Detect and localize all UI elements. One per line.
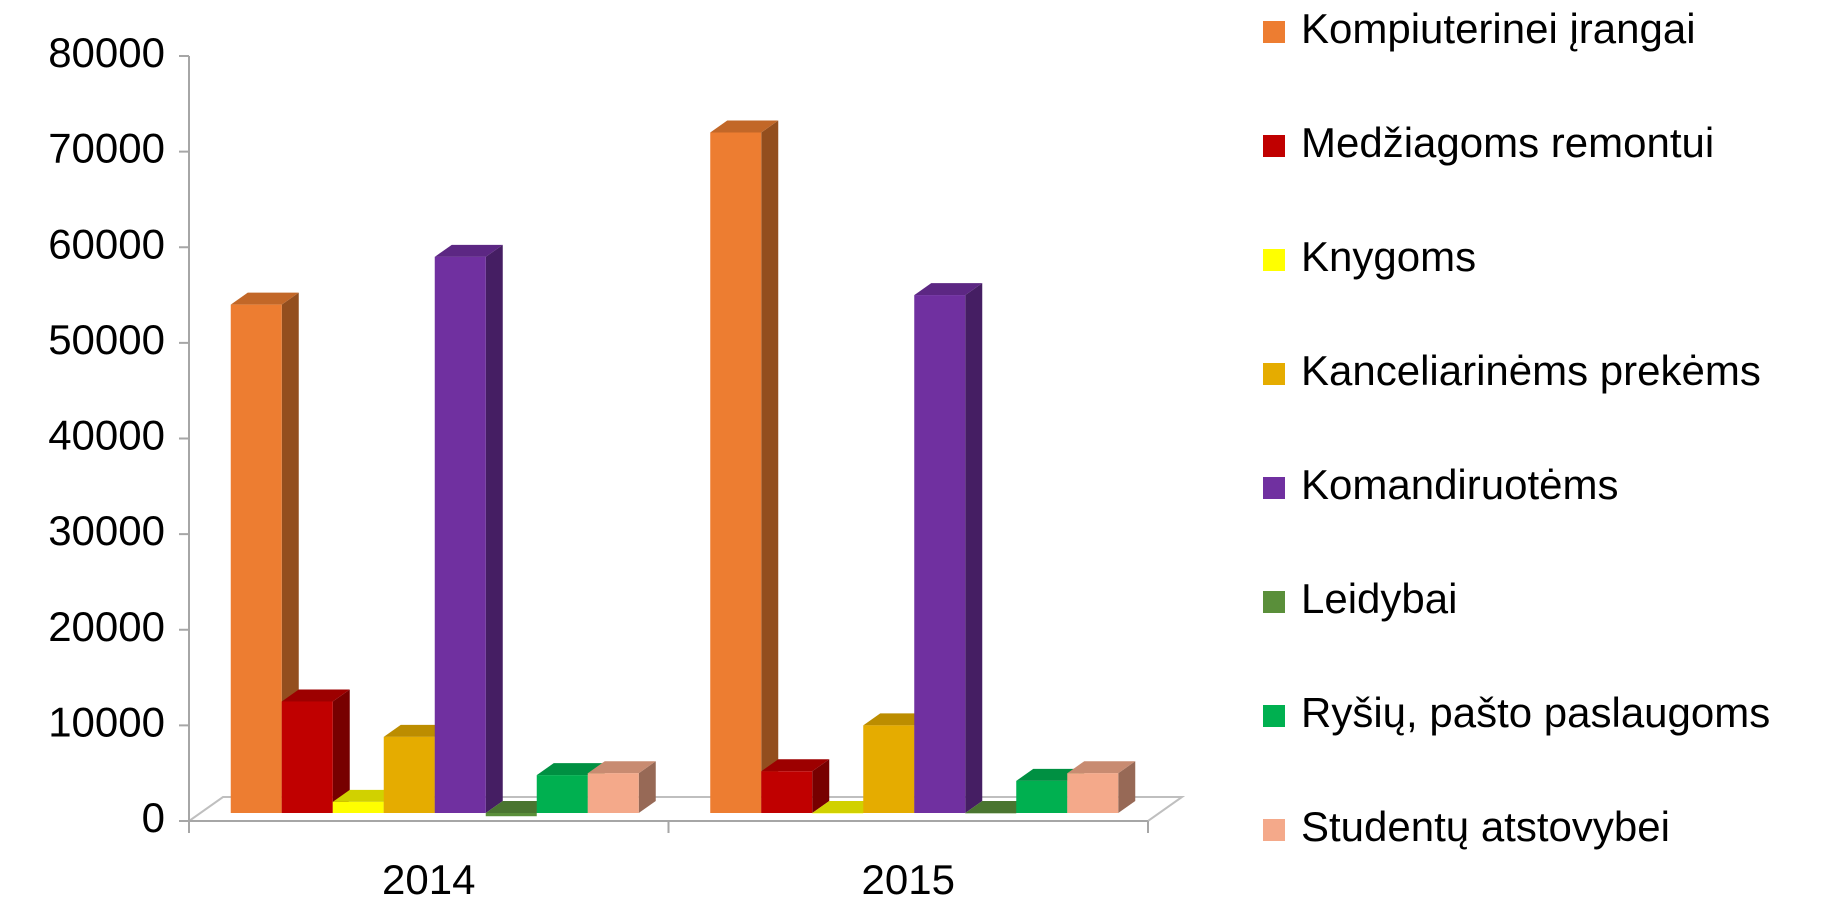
bar-top	[587, 761, 656, 774]
legend-swatch	[1263, 705, 1285, 727]
bar-front	[230, 304, 282, 813]
bar-front	[914, 295, 966, 813]
bar-front	[434, 256, 486, 813]
legend-label: Kompiuterinei įrangai	[1301, 5, 1696, 52]
bar-side	[1118, 761, 1136, 813]
legend-swatch	[1263, 819, 1285, 841]
bar-top	[914, 283, 983, 296]
bar	[1067, 761, 1136, 813]
y-tick-label: 10000	[48, 698, 165, 745]
bar-top	[230, 292, 299, 305]
y-tick-label: 20000	[48, 603, 165, 650]
y-tick-label: 0	[142, 794, 165, 841]
legend-label: Ryšių, pašto paslaugoms	[1301, 689, 1770, 736]
bar-top	[434, 244, 503, 257]
bar-top	[1067, 761, 1136, 774]
bar-front	[710, 132, 762, 813]
y-tick-label: 50000	[48, 316, 165, 363]
legend-swatch	[1263, 135, 1285, 157]
y-tick-label: 80000	[48, 29, 165, 76]
bar-front	[1016, 780, 1068, 813]
bar	[230, 292, 299, 813]
bar-front	[536, 775, 588, 813]
y-tick-label: 40000	[48, 412, 165, 459]
legend-label: Leidybai	[1301, 575, 1457, 622]
bar-side	[965, 283, 983, 813]
y-tick-label: 30000	[48, 507, 165, 554]
legend-label: Medžiagoms remontui	[1301, 119, 1714, 166]
bar	[587, 761, 656, 813]
bar-top	[536, 763, 605, 776]
bar	[434, 244, 503, 813]
bar-top	[281, 689, 350, 702]
legend-swatch	[1263, 249, 1285, 271]
bar	[710, 120, 779, 813]
bar-front	[485, 813, 537, 817]
legend-swatch	[1263, 477, 1285, 499]
legend-label: Kanceliarinėms prekėms	[1301, 347, 1761, 394]
bar-side	[332, 689, 350, 813]
bar-side	[281, 292, 299, 813]
legend-swatch	[1263, 591, 1285, 613]
bar-side	[761, 120, 779, 813]
legend-swatch	[1263, 21, 1285, 43]
bar	[914, 283, 983, 813]
x-tick-label: 2014	[382, 856, 475, 899]
bar-front	[1067, 773, 1119, 813]
y-tick-label: 60000	[48, 220, 165, 267]
legend-label: Komandiruotėms	[1301, 461, 1618, 508]
legend-swatch	[1263, 363, 1285, 385]
y-tick-label: 70000	[48, 125, 165, 172]
bar-side	[485, 244, 503, 813]
bar-front	[761, 771, 813, 813]
legend-label: Knygoms	[1301, 233, 1476, 280]
bar-top	[761, 759, 830, 772]
bar	[761, 759, 830, 813]
bar-front	[281, 701, 333, 813]
legend-label: Studentų atstovybei	[1301, 803, 1670, 850]
bar	[281, 689, 350, 813]
bar-front	[383, 736, 435, 813]
bar-front	[587, 773, 639, 813]
bar-top	[710, 120, 779, 133]
x-tick-label: 2015	[862, 856, 955, 899]
bar-front	[332, 801, 384, 813]
bar-side	[812, 759, 830, 813]
bar-side	[638, 761, 656, 813]
bar-front	[863, 725, 915, 813]
